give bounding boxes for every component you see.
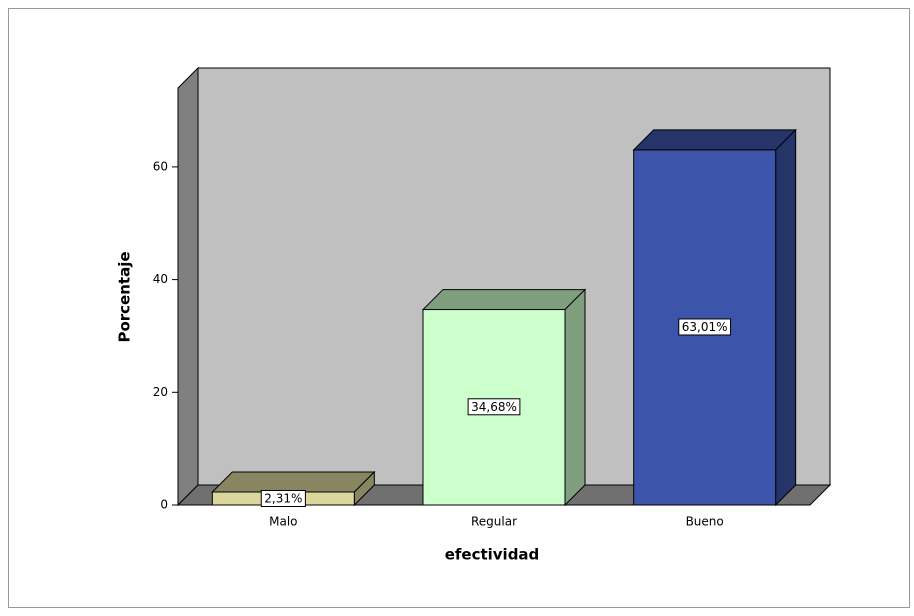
value-label-box: [260, 490, 306, 507]
bar-side: [564, 288, 586, 507]
x-tick-label: Regular: [471, 515, 517, 529]
value-label: 2,31%: [264, 492, 302, 506]
y-tick-label: 0: [160, 498, 168, 512]
value-label-box: [467, 398, 521, 416]
bar-top: [632, 129, 797, 151]
y-tick-label: 20: [153, 385, 168, 399]
value-label-box: [678, 318, 732, 336]
side-wall: [177, 66, 199, 507]
x-tick-label: Bueno: [686, 515, 724, 529]
y-tick-label: 60: [153, 159, 168, 173]
y-axis-title: Porcentaje: [116, 251, 134, 342]
x-axis-title: efectividad: [445, 546, 540, 564]
x-tick-label: Malo: [269, 515, 297, 529]
bar-side: [775, 128, 797, 507]
bar-top: [211, 471, 376, 493]
value-label: 63,01%: [682, 320, 728, 334]
y-tick-label: 40: [153, 272, 168, 286]
value-label: 34,68%: [471, 400, 517, 414]
bar-top: [421, 289, 587, 311]
